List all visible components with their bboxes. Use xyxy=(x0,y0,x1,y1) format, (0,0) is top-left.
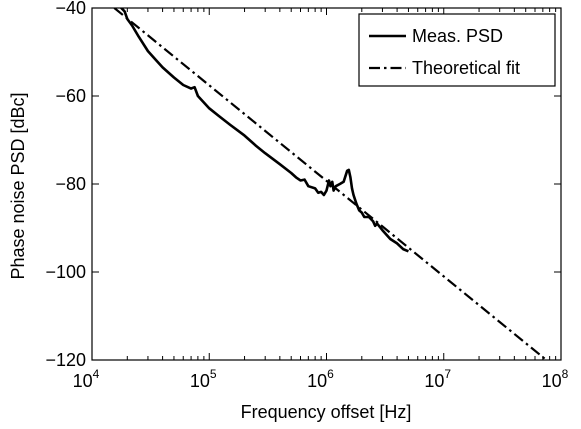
y-tick-label: −120 xyxy=(45,350,86,370)
x-tick-label: 105 xyxy=(190,367,217,391)
series-line-1 xyxy=(119,8,409,253)
y-axis-label: Phase noise PSD [dBc] xyxy=(8,92,28,279)
y-tick-label: −40 xyxy=(55,0,86,18)
y-tick-label: −60 xyxy=(55,86,86,106)
legend: Meas. PSD Theoretical fit xyxy=(358,13,556,87)
x-tick-label: 104 xyxy=(73,367,100,391)
y-tick-label: −80 xyxy=(55,174,86,194)
x-tick-label: 108 xyxy=(542,367,569,391)
legend-box xyxy=(358,13,556,87)
x-tick-label: 106 xyxy=(307,367,334,391)
x-axis-label: Frequency offset [Hz] xyxy=(241,402,412,422)
series-line-2 xyxy=(113,8,548,360)
axes-layer: 104 105 106 107 108 −40 −60 −80 −100 −120 xyxy=(45,0,568,391)
x-tick-label: 107 xyxy=(424,367,451,391)
y-tick-label: −100 xyxy=(45,262,86,282)
legend-label: Theoretical fit xyxy=(412,58,520,78)
series-layer xyxy=(113,8,548,360)
legend-label: Meas. PSD xyxy=(412,26,503,46)
